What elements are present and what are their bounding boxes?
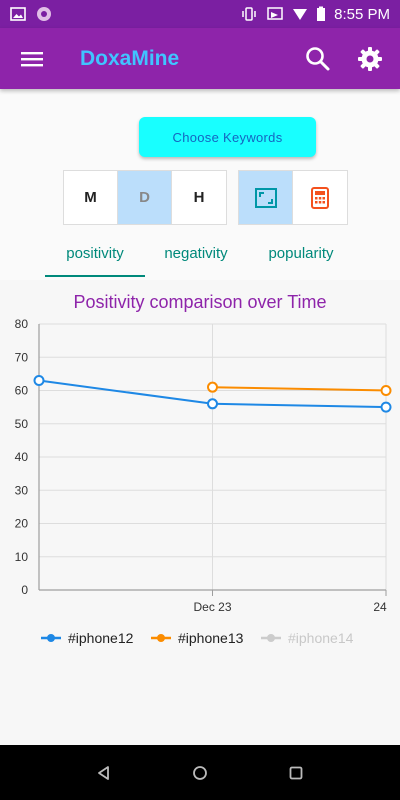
back-icon[interactable]	[96, 765, 112, 781]
search-icon	[306, 46, 330, 70]
y-tick-label: 10	[15, 550, 29, 564]
y-tick-label: 60	[15, 384, 29, 398]
metric-tabs: positivity negativity popularity	[0, 228, 400, 278]
fullscreen-icon	[254, 187, 277, 208]
choose-keywords-button[interactable]: Choose Keywords	[139, 117, 316, 157]
legend-item-iphone12[interactable]: #iphone12	[40, 630, 133, 646]
legend-item-iphone13[interactable]: #iphone13	[150, 630, 243, 646]
x-tick-label: Dec 23	[193, 600, 231, 614]
data-point-iphone13	[207, 381, 218, 393]
legend-label: #iphone12	[68, 630, 134, 646]
data-point-iphone12	[33, 375, 45, 387]
data-point-iphone13	[380, 385, 392, 396]
y-tick-label: 40	[15, 450, 29, 464]
menu-button[interactable]	[16, 43, 48, 75]
image-icon	[10, 7, 26, 21]
wifi-icon	[293, 9, 308, 20]
chart-panel: Positivity comparison over Time 0 10 20 30 40…	[0, 280, 400, 745]
view-calculator-button[interactable]	[293, 171, 347, 224]
data-point-iphone12	[380, 401, 392, 413]
granularity-toggle: M D H	[63, 170, 227, 225]
tab-indicator	[45, 275, 145, 277]
x-tick-label: 24	[373, 600, 387, 614]
tab-positivity[interactable]: positivity	[66, 244, 124, 262]
notification-dot-icon	[37, 7, 51, 21]
battery-icon	[317, 6, 326, 21]
chart-title: Positivity comparison over Time	[73, 292, 326, 312]
status-time: 8:55 PM	[334, 5, 390, 23]
recents-icon[interactable]	[288, 765, 304, 781]
legend-label: #iphone13	[178, 630, 244, 646]
home-icon[interactable]	[192, 765, 208, 781]
data-point-iphone12	[207, 398, 218, 410]
calculator-icon	[311, 186, 329, 209]
menu-icon	[21, 51, 43, 66]
positivity-chart: Positivity comparison over Time 0 10 20 30 40…	[15, 292, 392, 614]
legend-marker-icon	[261, 634, 281, 642]
y-tick-label: 30	[15, 483, 29, 497]
legend-marker-icon	[151, 634, 171, 642]
tab-negativity[interactable]: negativity	[164, 244, 228, 262]
y-tick-label: 70	[15, 350, 29, 364]
tab-popularity[interactable]: popularity	[268, 244, 334, 262]
settings-button[interactable]	[354, 43, 386, 75]
legend-marker-icon	[41, 634, 61, 642]
app-title: DoxaMine	[80, 46, 180, 70]
vibrate-icon	[242, 7, 256, 21]
app-bar: DoxaMine	[0, 28, 400, 89]
y-tick-label: 50	[15, 417, 29, 431]
view-chart-button[interactable]	[239, 171, 293, 224]
granularity-hour[interactable]: H	[193, 189, 205, 206]
series-line-iphone13	[212, 386, 387, 392]
chart-legend: #iphone12 #iphone13 #iphone14	[0, 630, 400, 650]
granularity-month[interactable]: M	[64, 171, 118, 224]
gear-icon	[358, 46, 382, 71]
y-tick-label: 0	[21, 583, 28, 597]
legend-label: #iphone14	[288, 630, 354, 646]
status-bar: 8:55 PM	[0, 0, 400, 28]
y-tick-label: 80	[15, 317, 29, 331]
search-button[interactable]	[302, 43, 334, 75]
legend-item-iphone14[interactable]: #iphone14	[260, 630, 353, 646]
y-tick-label: 20	[15, 517, 29, 531]
system-nav-bar	[0, 745, 400, 800]
cast-icon	[267, 7, 283, 20]
granularity-day[interactable]: D	[118, 171, 172, 224]
view-toggle	[238, 170, 348, 225]
